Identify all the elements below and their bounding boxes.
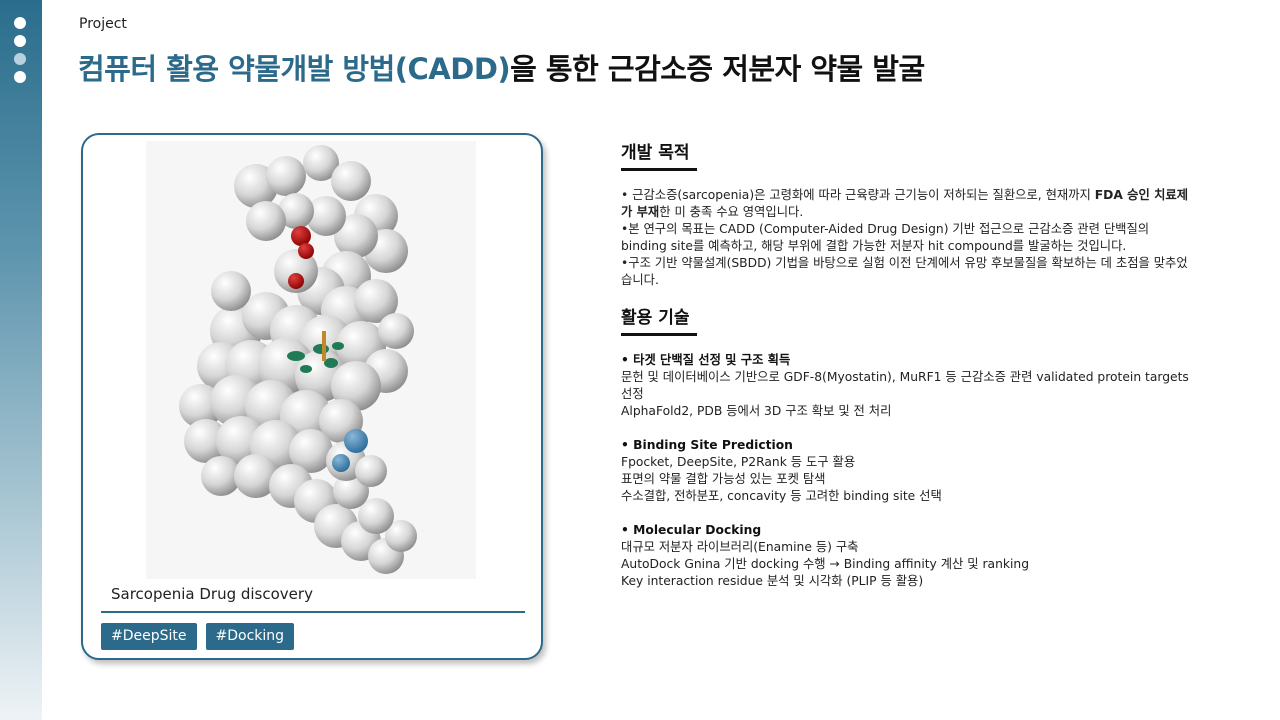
purpose-line1-pre: • 근감소증(sarcopenia)은 고령화에 따라 근육량과 근기능이 저하… [621, 188, 1095, 202]
nav-dot-1[interactable] [14, 17, 26, 29]
tech-s1-line2: AlphaFold2, PDB 등에서 3D 구조 확보 및 전 처리 [621, 404, 892, 418]
content-column: 개발 목적 • 근감소증(sarcopenia)은 고령화에 따라 근육량과 근… [621, 138, 1191, 590]
tech-s2-line1: Fpocket, DeepSite, P2Rank 등 도구 활용 [621, 455, 856, 469]
purpose-heading-underline [621, 168, 697, 171]
nav-dot-4[interactable] [14, 71, 26, 83]
protein-surface-render [179, 145, 417, 574]
tech-text: • 타겟 단백질 선정 및 구조 획득 문헌 및 데이터베이스 기반으로 GDF… [621, 352, 1191, 590]
tech-s2-title: • Binding Site Prediction [621, 438, 793, 452]
title-rest: 을 통한 근감소증 저분자 약물 발굴 [510, 52, 925, 86]
tech-s2-line2: 표면의 약물 결합 가능성 있는 포켓 탐색 [621, 472, 826, 486]
purpose-heading: 개발 목적 [621, 143, 690, 163]
card-divider [101, 611, 525, 613]
tech-heading: 활용 기술 [621, 308, 690, 328]
tech-s3-line1: 대규모 저분자 라이브러리(Enamine 등) 구축 [621, 540, 859, 554]
tech-heading-underline [621, 333, 697, 336]
protein-structure-image [146, 141, 476, 579]
tech-s1-line1: 문헌 및 데이터베이스 기반으로 GDF-8(Myostatin), MuRF1… [621, 370, 1189, 401]
sidebar-accent [0, 0, 42, 720]
purpose-text: • 근감소증(sarcopenia)은 고령화에 따라 근육량과 근기능이 저하… [621, 187, 1191, 289]
nav-dot-3[interactable] [14, 53, 26, 65]
tech-s2-line3: 수소결합, 전하분포, concavity 등 고려한 binding site… [621, 489, 942, 503]
tech-s3-line2: AutoDock Gnina 기반 docking 수행 → Binding a… [621, 557, 1030, 571]
tech-s3-line3: Key interaction residue 분석 및 시각화 (PLIP 등… [621, 574, 924, 588]
tech-section: 활용 기술 • 타겟 단백질 선정 및 구조 획득 문헌 및 데이터베이스 기반… [621, 303, 1191, 590]
project-card: Sarcopenia Drug discovery #DeepSite #Doc… [81, 133, 543, 660]
page-title: 컴퓨터 활용 약물개발 방법(CADD)을 통한 근감소증 저분자 약물 발굴 [78, 46, 925, 88]
tag-list: #DeepSite #Docking [101, 623, 295, 650]
title-accent: 컴퓨터 활용 약물개발 방법(CADD) [78, 52, 511, 86]
tag-deepsite[interactable]: #DeepSite [101, 623, 197, 650]
purpose-section: 개발 목적 • 근감소증(sarcopenia)은 고령화에 따라 근육량과 근… [621, 138, 1191, 289]
card-caption: Sarcopenia Drug discovery [111, 585, 313, 603]
tag-docking[interactable]: #Docking [205, 623, 295, 650]
purpose-line1-bold: FDA 승인 치료제가 부재 [621, 188, 1189, 219]
tech-s3-title: • Molecular Docking [621, 523, 762, 537]
tech-s1-title: • 타겟 단백질 선정 및 구조 획득 [621, 353, 791, 367]
nav-dot-2[interactable] [14, 35, 26, 47]
section-label: Project [79, 16, 127, 32]
purpose-line1-post: 한 미 충족 수요 영역입니다. [659, 205, 804, 219]
purpose-line2: •본 연구의 목표는 CADD (Computer-Aided Drug Des… [621, 222, 1150, 253]
purpose-line3: •구조 기반 약물설계(SBDD) 기법을 바탕으로 실험 이전 단계에서 유망… [621, 256, 1188, 287]
